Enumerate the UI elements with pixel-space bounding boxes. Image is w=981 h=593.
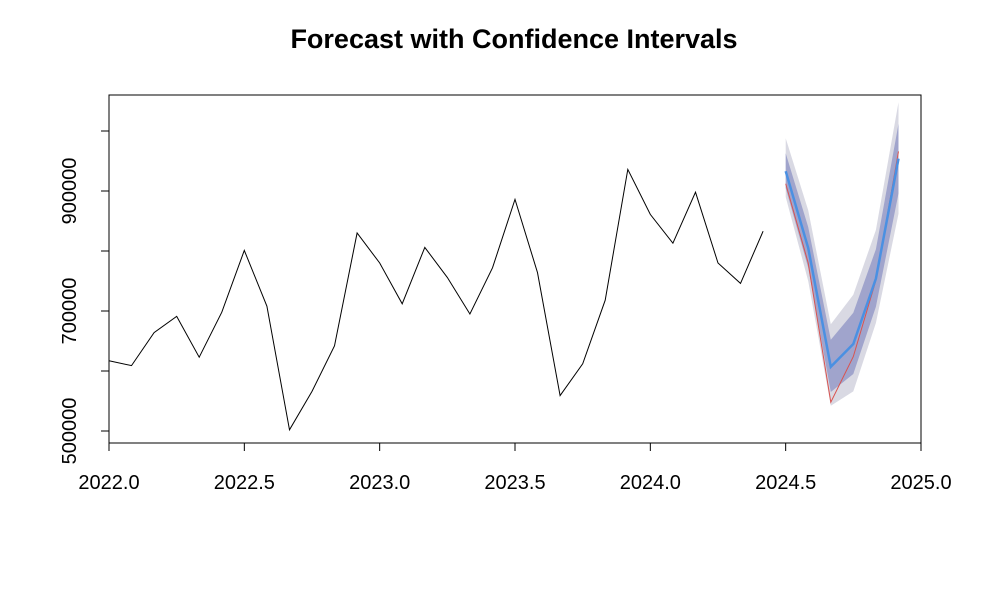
x-tick-label: 2023.0 bbox=[349, 472, 410, 494]
band-95 bbox=[785, 102, 899, 406]
x-tick-label: 2023.5 bbox=[484, 472, 545, 494]
band-80 bbox=[785, 123, 899, 393]
x-tick-label: 2022.0 bbox=[78, 472, 139, 494]
x-tick-label: 2024.0 bbox=[620, 472, 681, 494]
chart-title: Forecast with Confidence Intervals bbox=[290, 24, 737, 54]
x-axis: 2022.0 2022.5 2023.0 2023.5 2024.0 2024.5 2025… bbox=[78, 442, 952, 494]
history-line bbox=[108, 167, 764, 432]
x-tick-label: 2025.0 bbox=[890, 472, 951, 494]
plot-frame bbox=[108, 94, 922, 444]
y-tick-label: 500000 bbox=[59, 398, 81, 465]
forecast-line bbox=[784, 158, 900, 370]
x-tick-label: 2022.5 bbox=[214, 472, 275, 494]
x-tick-label: 2024.5 bbox=[755, 472, 816, 494]
y-tick-label: 700000 bbox=[59, 278, 81, 345]
y-axis: 500000 700000 900000 bbox=[59, 130, 110, 465]
y-tick-label: 900000 bbox=[59, 158, 81, 225]
confidence-bands bbox=[785, 102, 899, 406]
series-lines bbox=[108, 151, 900, 432]
